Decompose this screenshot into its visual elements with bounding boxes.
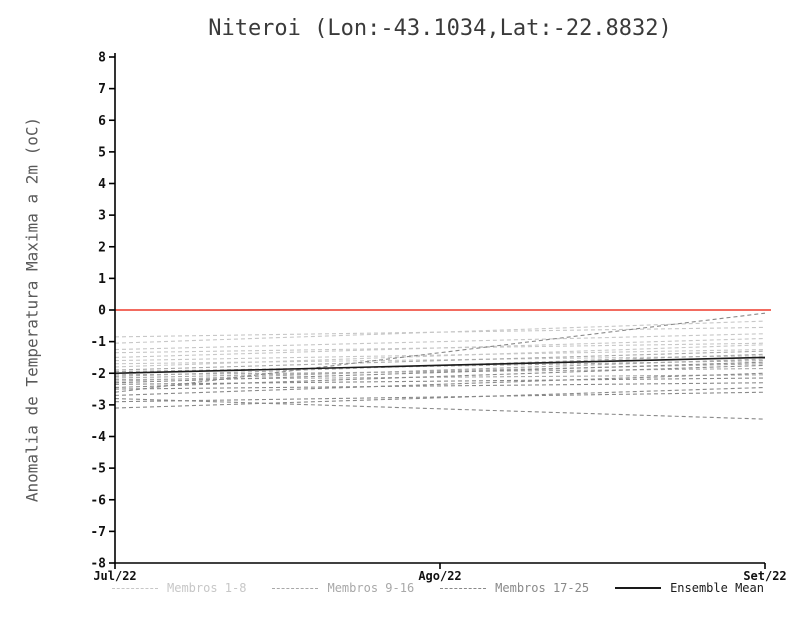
legend-line-sample bbox=[615, 587, 662, 589]
y-tick-label: -2 bbox=[90, 367, 106, 382]
y-tick-label: -5 bbox=[90, 462, 106, 477]
ensemble-member-line bbox=[114, 350, 766, 371]
legend-label: Membros 1-8 bbox=[167, 581, 247, 595]
y-tick-label: -8 bbox=[90, 557, 106, 572]
ensemble-member-line bbox=[114, 344, 766, 368]
y-tick-label: 4 bbox=[98, 177, 106, 192]
legend-label: Membros 9-16 bbox=[327, 581, 415, 595]
y-tick-label: 6 bbox=[98, 114, 106, 129]
y-tick-label: -4 bbox=[90, 430, 106, 445]
chart-title: Niteroi (Lon:-43.1034,Lat:-22.8832) bbox=[208, 16, 672, 41]
y-tick-label: 7 bbox=[98, 82, 106, 97]
ensemble-member-line bbox=[114, 377, 766, 385]
y-tick-label: 2 bbox=[98, 240, 106, 255]
x-tick-label: Jul/22 bbox=[93, 569, 136, 583]
y-tick-label: 8 bbox=[98, 51, 106, 66]
legend-item: Ensemble Mean bbox=[615, 581, 764, 595]
chart-legend: Membros 1-8 Membros 9-16 Membros 17-25 Ense… bbox=[112, 581, 764, 595]
ensemble-member-line bbox=[114, 372, 766, 396]
x-tick-label: Ago/22 bbox=[418, 569, 461, 583]
legend-label: Membros 17-25 bbox=[495, 581, 590, 595]
y-tick-label: 5 bbox=[98, 145, 106, 160]
y-tick-label: 0 bbox=[98, 304, 106, 319]
ensemble-member-line bbox=[114, 374, 766, 381]
ensemble-member-line bbox=[114, 312, 766, 393]
legend-item: Membros 17-25 bbox=[440, 581, 589, 595]
legend-label: Ensemble Mean bbox=[670, 581, 764, 595]
y-tick-label: -7 bbox=[90, 525, 106, 540]
ensemble-member-line bbox=[114, 398, 766, 420]
y-tick-label: 3 bbox=[98, 209, 106, 224]
ensemble-mean-line bbox=[114, 356, 766, 375]
y-tick-label: -6 bbox=[90, 493, 106, 508]
ensemble-member-line bbox=[114, 320, 766, 344]
legend-item: Membros 9-16 bbox=[272, 581, 414, 595]
ensemble-member-line bbox=[114, 358, 766, 382]
ensemble-member-line bbox=[114, 361, 766, 384]
y-tick-label: -3 bbox=[90, 398, 106, 413]
ensemble-member-line bbox=[114, 386, 766, 409]
legend-line-sample bbox=[112, 587, 158, 589]
ensemble-member-line bbox=[114, 333, 766, 351]
ensemble-member-line bbox=[114, 355, 766, 365]
y-tick-label: -1 bbox=[90, 335, 106, 350]
ensemble-member-line bbox=[114, 337, 766, 358]
ensemble-member-line bbox=[114, 382, 766, 390]
ensemble-member-line bbox=[114, 348, 766, 362]
ensemble-member-line bbox=[114, 364, 766, 389]
x-tick-label: Set/22 bbox=[743, 569, 786, 583]
legend-line-sample bbox=[440, 587, 487, 589]
ensemble-member-line bbox=[114, 391, 766, 403]
y-tick-label: 1 bbox=[98, 272, 106, 287]
legend-item: Membros 1-8 bbox=[112, 581, 246, 595]
legend-line-sample bbox=[272, 587, 319, 589]
